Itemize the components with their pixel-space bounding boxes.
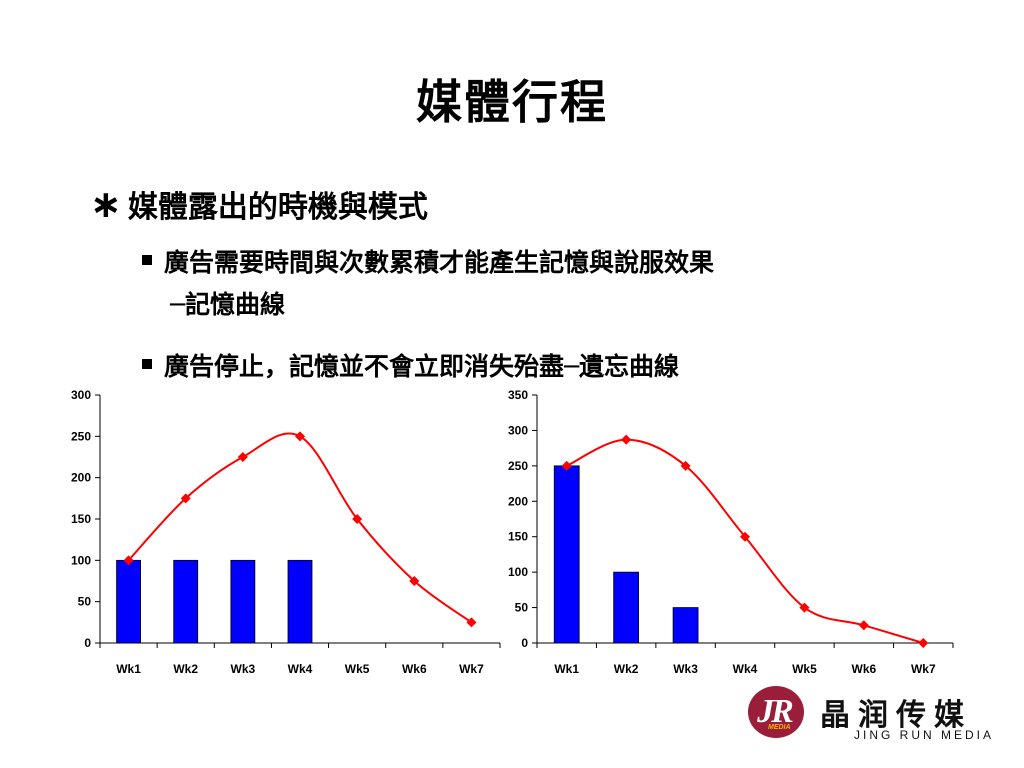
y-tick-label: 300 <box>71 388 91 402</box>
line-point <box>466 617 477 628</box>
y-tick-label: 350 <box>508 388 528 402</box>
line-point <box>621 434 632 445</box>
x-tick-label: Wk7 <box>459 662 484 676</box>
logo-mark-subtext: MEDIA <box>768 724 791 731</box>
bar <box>613 571 640 644</box>
y-tick-label: 200 <box>508 494 528 508</box>
y-tick-label: 300 <box>508 423 528 437</box>
y-tick-label: 150 <box>508 530 528 544</box>
x-tick-label: Wk5 <box>345 662 370 676</box>
line-point <box>918 638 929 648</box>
line-point <box>123 555 134 566</box>
bullet-text-line2: ─記憶曲線 <box>170 290 286 319</box>
line-point <box>740 531 750 542</box>
y-tick-label: 250 <box>71 429 91 443</box>
bullet-text-line1: 廣告停止，記憶並不會立即消失殆盡─遺忘曲線 <box>164 352 680 381</box>
x-tick-label: Wk2 <box>173 662 198 676</box>
bar <box>116 559 141 644</box>
line-point <box>409 576 420 586</box>
y-tick-label: 50 <box>515 601 529 615</box>
bullet-level2-item: 廣告停止，記憶並不會立即消失殆盡─遺忘曲線 <box>142 346 679 388</box>
y-tick-label: 50 <box>78 595 92 609</box>
bullet-text-line1: 廣告需要時間與次數累積才能產生記憶與說服效果 <box>164 248 715 277</box>
logo-mark-text: JR <box>757 693 794 730</box>
bullet-level2-item: 廣告需要時間與次數累積才能產生記憶與說服效果 ─記憶曲線 <box>142 242 714 326</box>
line-point <box>180 493 191 504</box>
bar <box>173 559 199 644</box>
x-tick-label: Wk2 <box>614 662 639 676</box>
x-tick-label: Wk1 <box>116 662 141 676</box>
logo-name-en: JING RUN MEDIA <box>854 728 995 742</box>
bullet-level1-text: 媒體露出的時機與模式 <box>127 190 428 225</box>
line-point <box>680 460 691 471</box>
x-tick-label: Wk3 <box>231 662 256 676</box>
logo-name-cn: 晶润传媒 <box>820 698 972 733</box>
y-tick-label: 250 <box>508 459 528 473</box>
y-tick-label: 0 <box>521 636 528 650</box>
x-tick-label: Wk6 <box>402 662 427 676</box>
line-point <box>858 620 869 631</box>
x-tick-label: Wk4 <box>288 662 313 676</box>
asterisk-bullet-icon: ∗ <box>90 182 122 226</box>
logo-mark: JR <box>748 686 804 738</box>
line-point <box>799 602 810 613</box>
slide-title: 媒體行程 <box>416 75 608 129</box>
memory-curve-chart: 0 50 100 150 200 250 300 Wk1 Wk2 Wk3 Wk4 Wk5 Wk6 Wk7 <box>71 388 501 676</box>
y-tick-label: 150 <box>71 512 91 526</box>
company-logo: JR MEDIA 晶润传媒 JING RUN MEDIA <box>748 686 1010 746</box>
y-tick-label: 200 <box>71 471 91 485</box>
line-point <box>237 452 248 462</box>
bar <box>553 465 580 644</box>
square-bullet-icon <box>142 255 152 265</box>
x-tick-label: Wk6 <box>852 662 877 676</box>
bar <box>230 559 256 644</box>
line-point <box>295 431 305 442</box>
bar <box>672 607 699 644</box>
x-tick-label: Wk1 <box>554 662 579 676</box>
line-point <box>352 514 363 524</box>
bullet-level1: ∗ 媒體露出的時機與模式 <box>90 182 428 226</box>
y-tick-label: 100 <box>508 565 528 579</box>
x-tick-label: Wk7 <box>911 662 936 676</box>
forgetting-curve-chart: 0 50 100 150 200 250 300 350 Wk1 Wk2 Wk3 Wk4 Wk5 Wk6 W… <box>508 388 954 676</box>
line-point <box>561 460 572 471</box>
y-tick-label: 0 <box>84 636 91 650</box>
square-bullet-icon <box>142 359 152 369</box>
x-tick-label: Wk3 <box>673 662 698 676</box>
x-tick-label: Wk5 <box>792 662 817 676</box>
bar <box>287 559 313 644</box>
x-tick-label: Wk4 <box>733 662 758 676</box>
y-tick-label: 100 <box>71 553 91 567</box>
